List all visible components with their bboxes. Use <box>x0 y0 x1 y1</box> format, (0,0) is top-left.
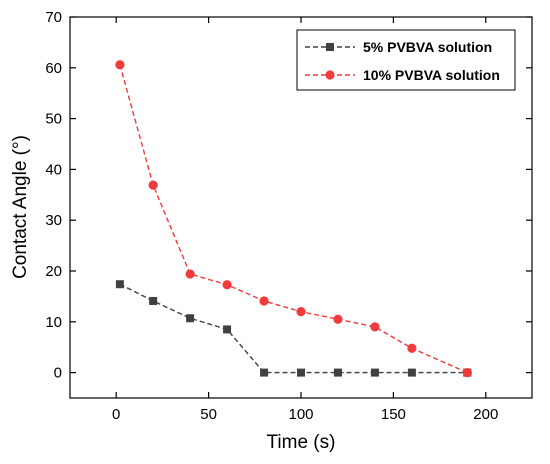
y-tick-label: 40 <box>45 161 62 178</box>
y-tick-label: 60 <box>45 60 62 77</box>
data-point <box>115 60 125 70</box>
x-tick-label: 100 <box>288 406 313 423</box>
data-point <box>185 269 195 279</box>
legend-marker <box>326 43 334 51</box>
data-point <box>333 314 343 324</box>
data-point <box>370 368 379 377</box>
legend: 5% PVBVA solution 10% PVBVA solution <box>296 29 516 91</box>
axis-ticks: 0 50 100 150 200 0 10 20 30 40 50 60 70 <box>45 9 532 423</box>
data-point <box>296 307 306 317</box>
data-point <box>222 280 232 290</box>
x-tick-label: 200 <box>473 406 498 423</box>
series-layer <box>115 60 472 378</box>
y-tick-label: 20 <box>45 263 62 280</box>
data-point <box>462 368 472 378</box>
data-point <box>115 280 124 289</box>
data-point <box>407 343 417 353</box>
data-point <box>259 296 269 306</box>
x-tick-label: 0 <box>112 406 120 423</box>
x-axis-title: Time (s) <box>267 432 336 453</box>
legend-label: 5% PVBVA solution <box>363 39 492 55</box>
legend-marker <box>325 70 335 80</box>
series-line <box>119 283 468 374</box>
y-tick-label: 0 <box>54 365 62 382</box>
data-point <box>186 314 195 323</box>
series-1 <box>115 280 472 377</box>
y-tick-label: 10 <box>45 314 62 331</box>
data-point <box>333 368 342 377</box>
series-2 <box>115 60 472 378</box>
data-point <box>149 296 158 305</box>
data-point <box>260 368 269 377</box>
y-tick-label: 70 <box>45 9 62 26</box>
x-tick-label: 50 <box>200 406 217 423</box>
data-point <box>223 325 232 334</box>
data-point <box>407 368 416 377</box>
data-point <box>370 322 380 332</box>
x-tick-label: 150 <box>381 406 406 423</box>
legend-box <box>296 29 516 91</box>
data-point <box>297 368 305 377</box>
y-tick-label: 50 <box>45 111 62 128</box>
y-axis-title: Contact Angle (°) <box>10 135 31 279</box>
data-point <box>148 180 158 190</box>
legend-label: 10% PVBVA solution <box>363 67 500 83</box>
y-tick-label: 30 <box>45 212 62 229</box>
series-line <box>119 64 468 374</box>
